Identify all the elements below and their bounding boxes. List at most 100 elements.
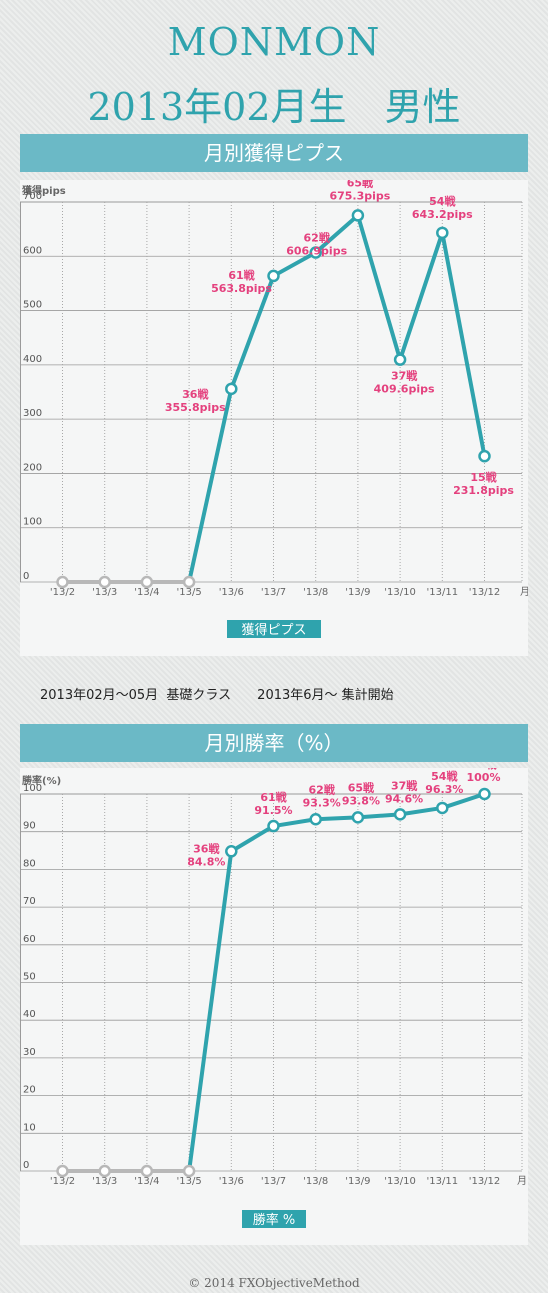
x-tick-label: '13/2 bbox=[50, 587, 75, 598]
legend-label: 獲得ピプス bbox=[241, 622, 306, 638]
data-point bbox=[182, 575, 196, 589]
data-point bbox=[351, 209, 365, 222]
data-point bbox=[140, 575, 154, 589]
data-point bbox=[98, 1164, 111, 1178]
data-label-value: 93.8% bbox=[342, 794, 380, 807]
data-label-value: 675.3pips bbox=[329, 189, 390, 202]
x-tick-label: '13/5 bbox=[176, 1176, 201, 1187]
x-tick-label: '13/7 bbox=[261, 1176, 286, 1187]
x-unit-label: 月 bbox=[520, 586, 528, 598]
y-tick-label: 70 bbox=[23, 896, 36, 907]
y-tick-label: 10 bbox=[23, 1122, 36, 1133]
data-point bbox=[309, 246, 322, 259]
y-tick-label: 300 bbox=[23, 408, 42, 419]
data-label-count: 36戦 bbox=[193, 841, 220, 855]
chart1-title-band: 月別獲得ピプス bbox=[20, 134, 528, 172]
x-tick-label: '13/11 bbox=[427, 587, 459, 598]
legend-swatch bbox=[227, 620, 321, 638]
series-segment bbox=[440, 230, 487, 459]
chart2-panel: 勝率(%) 0 10 20 30 40 50 60 70 80 90 100 '13/2 '13/3 '13… bbox=[20, 768, 528, 1245]
data-point bbox=[56, 1164, 69, 1178]
data-label-value: 606.9pips bbox=[286, 245, 347, 258]
x-tick-label: '13/7 bbox=[261, 587, 286, 598]
data-label-count: 36戦 bbox=[182, 387, 209, 401]
data-label-value: 96.3% bbox=[425, 783, 463, 796]
chart1-panel: 獲得pips 0 100 200 300 400 500 600 700 '13/2 '13/3 '1… bbox=[20, 180, 528, 656]
series-segment bbox=[271, 250, 318, 278]
y-tick-label: 100 bbox=[23, 517, 42, 528]
data-label-count: 15戦 bbox=[470, 470, 497, 484]
data-label-value: 94.6% bbox=[385, 792, 423, 805]
data-point bbox=[436, 801, 449, 815]
y-tick-label: 80 bbox=[23, 858, 36, 869]
data-label-count: 61戦 bbox=[260, 790, 287, 804]
data-label-value: 563.8pips bbox=[211, 282, 272, 295]
series-segment bbox=[440, 792, 487, 810]
page-title: MONMON bbox=[167, 20, 381, 64]
x-tick-label: '13/5 bbox=[176, 587, 201, 598]
data-point bbox=[393, 808, 407, 821]
data-label-value: 643.2pips bbox=[412, 208, 473, 221]
data-point bbox=[267, 269, 280, 283]
data-label-count: 15戦 bbox=[470, 768, 497, 771]
legend-label: 勝率 % bbox=[253, 1212, 296, 1228]
data-point bbox=[225, 845, 238, 858]
data-point bbox=[267, 819, 280, 833]
x-tick-label: '13/6 bbox=[219, 587, 244, 598]
data-label-count: 62戦 bbox=[309, 782, 336, 796]
data-label-count: 37戦 bbox=[391, 369, 418, 383]
x-tick-label: '13/8 bbox=[303, 587, 328, 598]
y-tick-label: 50 bbox=[23, 972, 36, 983]
chart2-title-band: 月別勝率（%） bbox=[20, 724, 528, 762]
data-point bbox=[478, 787, 491, 801]
series-segment bbox=[271, 817, 318, 829]
footer-copyright: © 2014 FXObjectiveMethod bbox=[188, 1276, 360, 1290]
y-axis-title: 獲得pips bbox=[22, 184, 66, 197]
x-tick-label: '13/3 bbox=[92, 1176, 117, 1187]
data-label-count: 65戦 bbox=[347, 180, 374, 189]
x-tick-label: '13/9 bbox=[345, 1176, 370, 1187]
class-note: 2013年02月～05月 基礎クラス 2013年6月～ 集計開始 bbox=[40, 688, 394, 703]
y-tick-label: 90 bbox=[23, 821, 36, 832]
legend-swatch bbox=[242, 1210, 306, 1228]
x-tick-label: '13/12 bbox=[469, 587, 501, 598]
data-label-count: 37戦 bbox=[391, 778, 418, 792]
data-label-count: 62戦 bbox=[304, 231, 331, 245]
data-point bbox=[140, 1164, 154, 1178]
data-label-value: 231.8pips bbox=[453, 484, 514, 497]
x-tick-label: '13/6 bbox=[219, 1176, 244, 1187]
x-tick-label: '13/10 bbox=[384, 587, 416, 598]
x-tick-label: '13/2 bbox=[50, 1176, 75, 1187]
y-tick-label: 60 bbox=[23, 934, 36, 945]
series-segment bbox=[187, 849, 234, 1173]
series-segment bbox=[313, 213, 360, 255]
data-point bbox=[98, 575, 111, 589]
series-segment bbox=[187, 386, 234, 584]
data-label-value: 409.6pips bbox=[374, 383, 435, 396]
data-point bbox=[56, 575, 69, 589]
profile-subtitle: 2013年02月生 男性 bbox=[87, 85, 461, 129]
data-label-value: 93.3% bbox=[303, 796, 341, 809]
data-label-value: 84.8% bbox=[187, 855, 225, 868]
winrate-chart: 勝率(%) 0 10 20 30 40 50 60 70 80 90 100 '13/2 '13/3 '13… bbox=[20, 768, 527, 1228]
x-tick-label: '13/11 bbox=[427, 1176, 459, 1187]
data-point bbox=[309, 813, 322, 826]
data-point bbox=[478, 449, 491, 463]
y-tick-label: 0 bbox=[23, 571, 29, 582]
data-label-count: 61戦 bbox=[228, 268, 255, 282]
y-tick-label: 30 bbox=[23, 1047, 36, 1058]
data-point bbox=[182, 1164, 196, 1178]
x-tick-label: '13/8 bbox=[303, 1176, 328, 1187]
data-label-value: 355.8pips bbox=[165, 401, 226, 414]
x-tick-label: '13/9 bbox=[345, 587, 370, 598]
y-tick-label: 40 bbox=[23, 1009, 36, 1020]
pips-chart: 獲得pips 0 100 200 300 400 500 600 700 '13/2 '13/3 '1… bbox=[20, 180, 528, 638]
y-tick-label: 20 bbox=[23, 1085, 36, 1096]
x-tick-label: '13/4 bbox=[134, 1176, 159, 1187]
data-point bbox=[393, 353, 407, 366]
series-segment bbox=[355, 812, 403, 820]
series-segment bbox=[355, 213, 403, 362]
series-segment bbox=[313, 815, 360, 822]
series-segment bbox=[229, 273, 276, 391]
x-unit-label: 月 bbox=[517, 1175, 527, 1187]
